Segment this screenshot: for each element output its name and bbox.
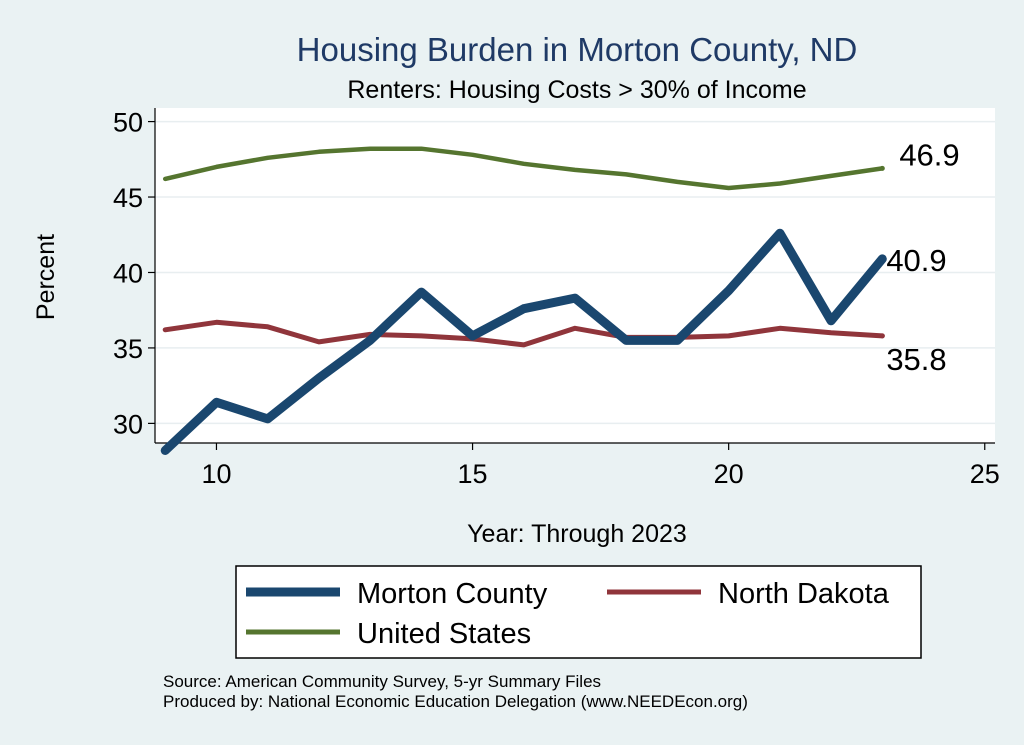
legend-label-united-states: United States xyxy=(357,618,531,650)
legend-label-morton-county: Morton County xyxy=(357,578,548,610)
x-tick-label-10: 10 xyxy=(201,459,231,489)
plot-area xyxy=(155,108,995,443)
series-line-north-dakota xyxy=(162,319,885,348)
y-tick-label-35: 35 xyxy=(113,334,143,364)
grid-lines xyxy=(155,120,995,425)
end-labels: 40.9 35.8 46.9 xyxy=(886,137,959,376)
x-tick-label-15: 15 xyxy=(458,459,488,489)
end-point-north-dakota xyxy=(879,333,885,339)
y-axis: 30 35 40 45 50 xyxy=(113,108,156,443)
y-tick-label-40: 40 xyxy=(113,258,143,288)
legend-box xyxy=(235,565,922,659)
producer-note: Produced by: National Economic Education… xyxy=(163,692,748,711)
end-label-united-states: 46.9 xyxy=(899,137,959,172)
x-tick-label-25: 25 xyxy=(970,459,1000,489)
source-note: Source: American Community Survey, 5-yr … xyxy=(163,672,601,691)
series-line-morton-county xyxy=(160,228,887,455)
y-tick-label-30: 30 xyxy=(113,409,143,439)
series-line-united-states xyxy=(162,146,885,191)
y-axis-title: Percent xyxy=(32,234,60,320)
x-axis-title: Year: Through 2023 xyxy=(467,520,687,548)
end-point-morton-county xyxy=(879,256,885,262)
end-point-united-states xyxy=(879,165,885,171)
chart-title: Housing Burden in Morton County, ND xyxy=(297,31,858,68)
legend-label-north-dakota: North Dakota xyxy=(718,578,890,610)
y-tick-label-45: 45 xyxy=(113,183,143,213)
end-label-north-dakota: 35.8 xyxy=(886,342,946,377)
end-label-morton-county: 40.9 xyxy=(886,243,946,278)
series-lines xyxy=(160,146,887,455)
chart-subtitle: Renters: Housing Costs > 30% of Income xyxy=(347,76,806,104)
x-tick-label-20: 20 xyxy=(714,459,744,489)
y-tick-label-50: 50 xyxy=(113,108,143,138)
x-axis: 10 15 20 25 xyxy=(155,442,1000,489)
